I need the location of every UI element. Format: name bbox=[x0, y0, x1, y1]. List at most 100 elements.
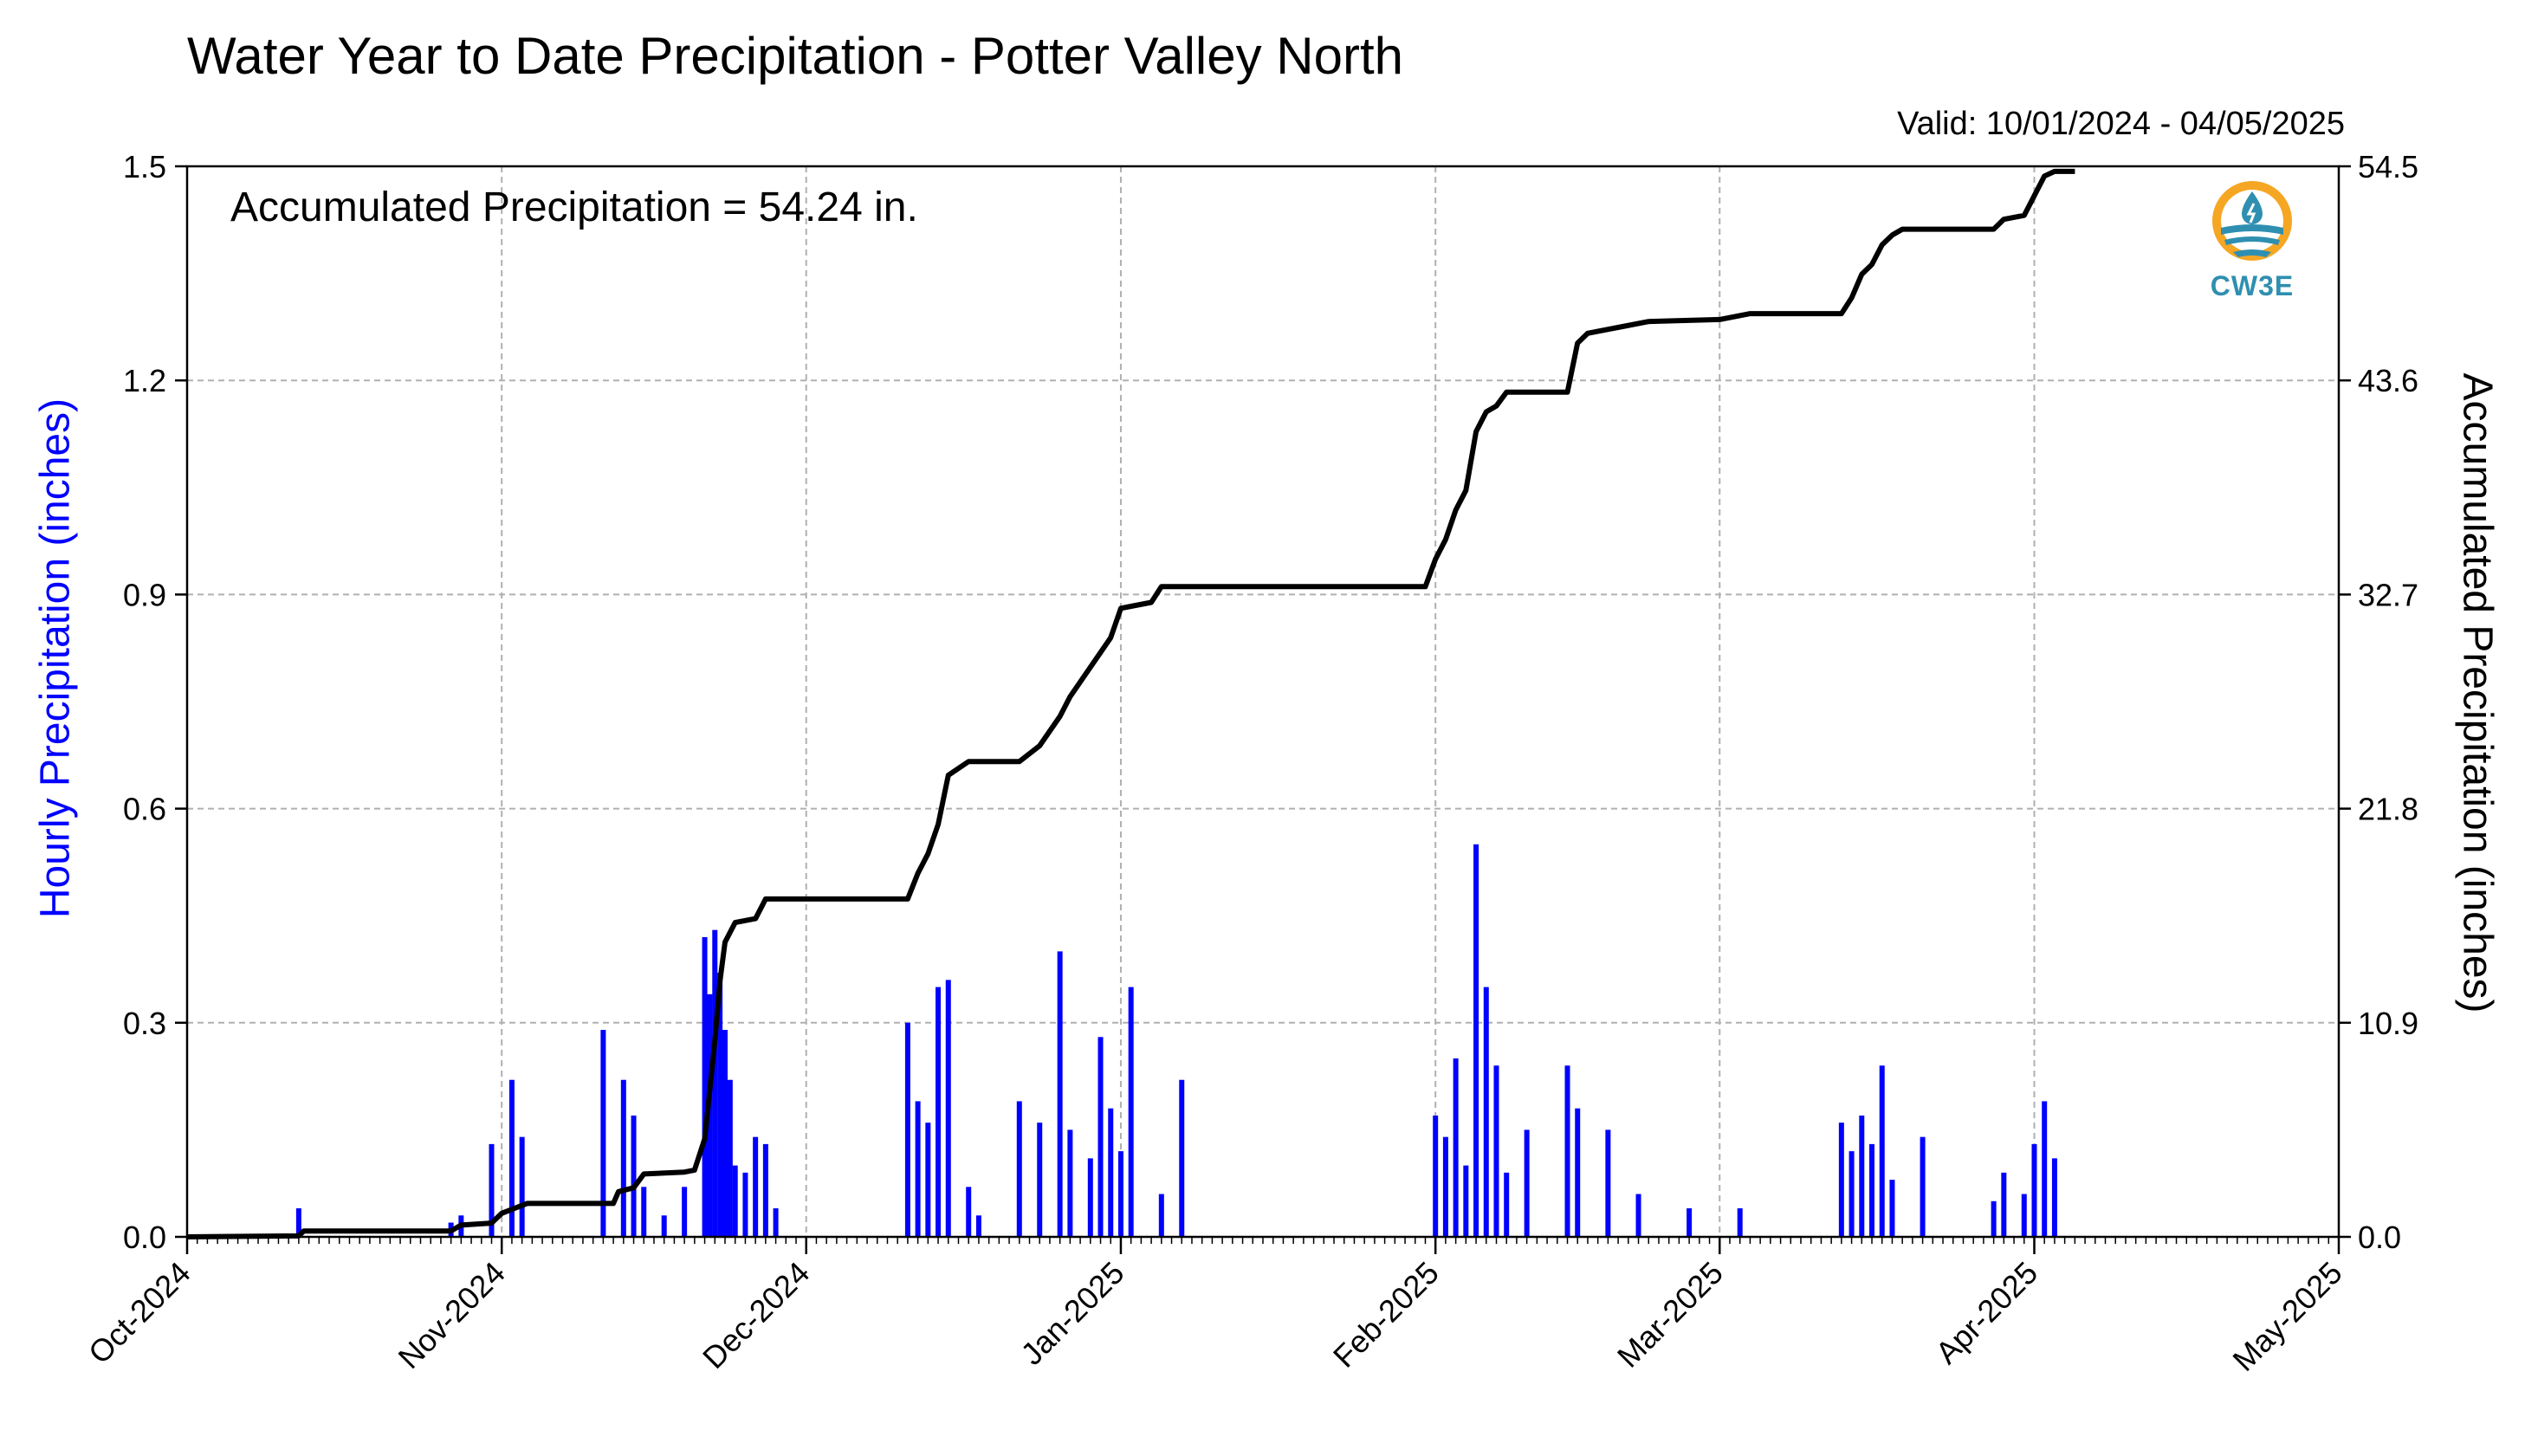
hourly-bar bbox=[1442, 1136, 1448, 1237]
y-right-tick-label: 54.5 bbox=[2358, 149, 2418, 184]
x-tick-label: Apr-2025 bbox=[1928, 1255, 2044, 1371]
hourly-bar bbox=[641, 1187, 647, 1237]
hourly-bar bbox=[1524, 1129, 1530, 1237]
y-left-tick-label: 1.2 bbox=[123, 363, 166, 398]
y-axis-left-label: Hourly Precipitation (inches) bbox=[32, 398, 79, 919]
hourly-bar bbox=[1433, 1115, 1439, 1237]
water-drop-sun-logo-icon bbox=[2212, 181, 2292, 261]
hourly-bar bbox=[762, 1143, 768, 1237]
hourly-bar bbox=[1493, 1065, 1499, 1237]
hourly-bar bbox=[727, 1079, 733, 1237]
hourly-bar bbox=[1097, 1037, 1104, 1237]
hourly-bar bbox=[773, 1208, 779, 1237]
x-tick-label: Mar-2025 bbox=[1610, 1255, 1730, 1375]
hourly-bar bbox=[1037, 1123, 1043, 1237]
hourly-bar bbox=[1564, 1065, 1570, 1237]
x-tick-label: Oct-2024 bbox=[81, 1255, 197, 1371]
hourly-bar bbox=[600, 1030, 606, 1237]
hourly-bar bbox=[1635, 1194, 1641, 1237]
hourly-bar bbox=[915, 1101, 921, 1237]
valid-date-range: Valid: 10/01/2024 - 04/05/2025 bbox=[1897, 106, 2345, 142]
chart-title: Water Year to Date Precipitation - Potte… bbox=[187, 27, 1403, 85]
hourly-bar bbox=[1463, 1165, 1469, 1237]
y-axis-right-label: Accumulated Precipitation (inches) bbox=[2454, 372, 2501, 1013]
hourly-bar bbox=[1605, 1129, 1611, 1237]
hourly-bar bbox=[2042, 1101, 2048, 1237]
hourly-bar bbox=[732, 1165, 738, 1237]
x-tick-label: Feb-2025 bbox=[1326, 1255, 1446, 1375]
hourly-bar bbox=[722, 1030, 728, 1237]
hourly-bar bbox=[2021, 1194, 2027, 1237]
hourly-bar bbox=[1920, 1136, 1926, 1237]
hourly-bar bbox=[508, 1079, 515, 1237]
plot-frame bbox=[185, 165, 2340, 1239]
hourly-bar bbox=[1179, 1079, 1185, 1237]
hourly-bar bbox=[519, 1136, 525, 1237]
y-left-tick-label: 0.0 bbox=[123, 1220, 166, 1255]
hourly-bar bbox=[702, 936, 708, 1237]
cw3e-logo: CW3E bbox=[2200, 178, 2304, 302]
hourly-bar bbox=[1473, 844, 1479, 1237]
hourly-bar bbox=[925, 1123, 931, 1237]
y-right-tick-label: 21.8 bbox=[2358, 792, 2418, 827]
hourly-bar bbox=[753, 1136, 759, 1237]
logo-text: CW3E bbox=[2210, 270, 2295, 301]
hourly-bar bbox=[1687, 1208, 1693, 1237]
hourly-bar bbox=[742, 1172, 748, 1237]
y-left-tick-label: 0.3 bbox=[123, 1006, 166, 1041]
x-tick-label: Dec-2024 bbox=[696, 1255, 816, 1375]
hourly-bar bbox=[1087, 1158, 1093, 1237]
hourly-bar bbox=[1991, 1200, 1997, 1237]
hourly-bar bbox=[1838, 1123, 1844, 1237]
y-left-tick-label: 1.5 bbox=[123, 149, 166, 184]
hourly-bar bbox=[1879, 1065, 1885, 1237]
hourly-bar bbox=[1016, 1101, 1022, 1237]
y-right-tick-label: 10.9 bbox=[2358, 1006, 2418, 1041]
y-left-tick-label: 0.9 bbox=[123, 577, 166, 612]
grid-lines bbox=[187, 166, 2339, 1237]
hourly-bar bbox=[1158, 1194, 1164, 1237]
hourly-bar bbox=[966, 1187, 972, 1237]
hourly-bar bbox=[936, 987, 942, 1237]
y-right-tick-label: 43.6 bbox=[2358, 363, 2418, 398]
x-tick-label: Nov-2024 bbox=[392, 1255, 512, 1375]
axis-ticks: 0.0 0.3 0.6 0.9 1.2 1.5 0.0 10.9 21.8 32.7 43.6 54.… bbox=[81, 149, 2418, 1378]
hourly-bar bbox=[2001, 1172, 2007, 1237]
accumulated-line bbox=[186, 168, 2075, 1239]
hourly-bar bbox=[2031, 1143, 2037, 1237]
hourly-bar bbox=[1504, 1172, 1510, 1237]
hourly-bar bbox=[620, 1079, 626, 1237]
hourly-bar bbox=[717, 973, 723, 1237]
hourly-bar bbox=[489, 1143, 495, 1237]
hourly-bar bbox=[682, 1187, 688, 1237]
hourly-bar bbox=[707, 993, 713, 1237]
hourly-bar bbox=[295, 1208, 301, 1237]
hourly-bar bbox=[1859, 1115, 1865, 1237]
hourly-bar bbox=[1848, 1151, 1855, 1237]
hourly-bar bbox=[1483, 987, 1489, 1237]
hourly-bar bbox=[945, 980, 951, 1237]
hourly-bars bbox=[295, 844, 2057, 1237]
hourly-bar bbox=[631, 1115, 637, 1237]
y-left-tick-label: 0.6 bbox=[123, 792, 166, 827]
x-tick-label: Jan-2025 bbox=[1013, 1255, 1130, 1372]
hourly-bar bbox=[1117, 1151, 1123, 1237]
hourly-bar bbox=[1575, 1108, 1581, 1237]
hourly-bar bbox=[1108, 1108, 1114, 1237]
hourly-bar bbox=[975, 1215, 981, 1237]
hourly-bar bbox=[1057, 951, 1063, 1237]
hourly-bar bbox=[1889, 1180, 1895, 1237]
y-right-tick-label: 0.0 bbox=[2358, 1220, 2401, 1255]
accumulated-total-label: Accumulated Precipitation = 54.24 in. bbox=[230, 184, 918, 230]
hourly-bar bbox=[661, 1215, 667, 1237]
x-tick-label: May-2025 bbox=[2225, 1255, 2348, 1378]
hourly-bar bbox=[1067, 1129, 1073, 1237]
hourly-bar bbox=[1128, 987, 1134, 1237]
hourly-bar bbox=[904, 1022, 910, 1237]
y-right-tick-label: 32.7 bbox=[2358, 577, 2418, 612]
hourly-bar bbox=[712, 929, 718, 1237]
hourly-bar bbox=[1737, 1208, 1743, 1237]
hourly-bar bbox=[1453, 1058, 1459, 1237]
hourly-bar bbox=[1869, 1143, 1875, 1237]
